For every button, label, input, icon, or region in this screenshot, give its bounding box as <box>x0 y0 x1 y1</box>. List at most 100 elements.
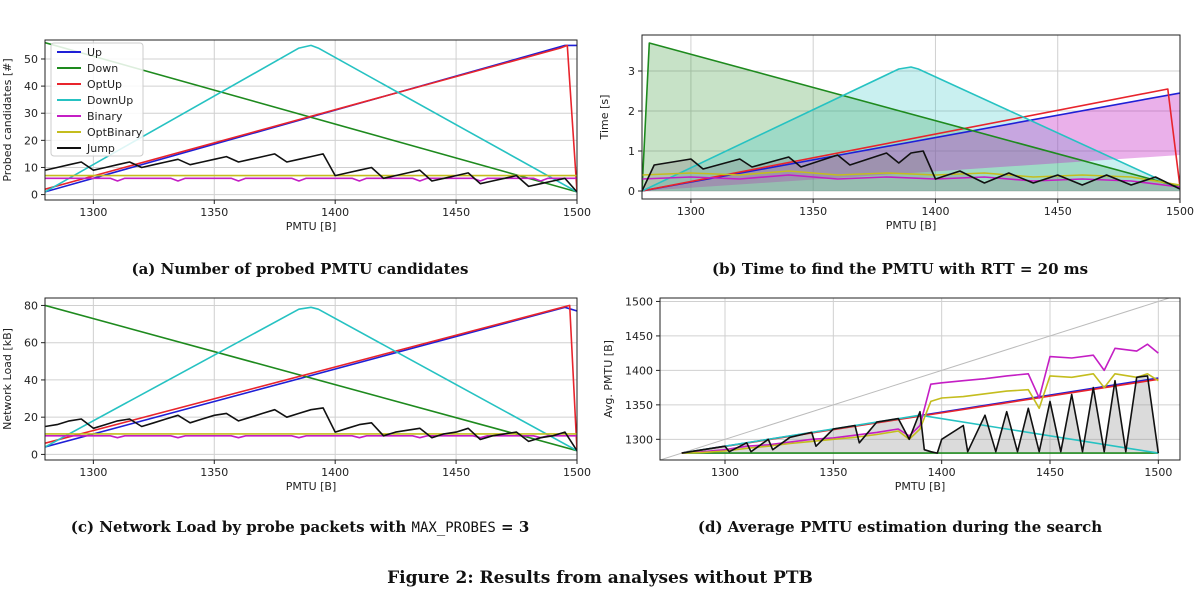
caption-c: (c) Network Load by probe packets with M… <box>0 518 600 536</box>
chart-c: 1300 1350 1400 1450 1500 0 20 40 60 80 PMTU [B] Net… <box>1 297 591 493</box>
series-binary-line <box>681 343 1159 454</box>
x-tick-label: 1400 <box>921 205 949 218</box>
legend: Up Down OptUp DownUp Binary OptBinary Jump <box>50 42 144 157</box>
x-tick-label: 1400 <box>321 206 349 219</box>
area-down <box>642 43 1180 191</box>
y-tick-label: 40 <box>24 80 38 93</box>
series-jump-line <box>642 150 1180 192</box>
plot-area-c <box>45 304 577 452</box>
series-binary-line <box>642 174 1180 188</box>
chart-d: 1300 1350 1400 1450 1500 1300 1350 1400 1450 1500… <box>602 295 1181 493</box>
series-optbinary-line <box>642 170 1180 186</box>
legend-label-jump: Jump <box>86 142 115 155</box>
y-tick-label: 20 <box>24 411 38 424</box>
x-tick-label: 1350 <box>819 466 847 479</box>
series-optup-line <box>642 88 1180 192</box>
y-tick-label: 60 <box>24 337 38 350</box>
y-tick-label: 2 <box>628 105 635 118</box>
y-tick-label: 1300 <box>625 433 653 446</box>
series-jump-line <box>45 407 577 452</box>
x-tick-label: 1400 <box>321 466 349 479</box>
series-down-line <box>45 304 577 452</box>
series-downup-line <box>642 66 1180 192</box>
y-axis-label: Network Load [kB] <box>1 328 14 430</box>
series-optup-line <box>45 44 577 192</box>
series-binary-line <box>45 177 577 182</box>
caption-b: (b) Time to find the PMTU with RTT = 20 … <box>711 260 1089 278</box>
series-downup-line <box>45 44 577 193</box>
y-tick-label: 40 <box>24 374 38 387</box>
x-tick-label: 1300 <box>677 205 705 218</box>
chart-b: 1300 1350 1400 1450 1500 0 1 2 3 PMTU [B] Time [s] <box>598 34 1194 232</box>
y-tick-label: 3 <box>628 65 635 78</box>
y-axis-label: Avg. PMTU [B] <box>602 340 615 418</box>
series-up-line <box>45 306 577 448</box>
y-tick-label: 0 <box>628 185 635 198</box>
axes-frame-d <box>659 297 1181 461</box>
axes-frame-c <box>44 297 578 461</box>
x-axis-label: PMTU [B] <box>895 480 946 493</box>
y-tick-label: 10 <box>24 161 38 174</box>
plot-area-b <box>642 42 1180 192</box>
x-tick-label: 1500 <box>563 466 591 479</box>
series-up-line <box>45 44 577 193</box>
plot-area-d <box>660 298 1171 460</box>
x-tick-label: 1500 <box>563 206 591 219</box>
legend-label-binary: Binary <box>87 110 123 123</box>
y-tick-label: 1500 <box>625 295 653 308</box>
series-jump-line <box>45 153 577 193</box>
y-tick-label: 50 <box>24 53 38 66</box>
x-tick-label: 1400 <box>928 466 956 479</box>
plot-area-a <box>45 41 577 193</box>
series-binary-line <box>45 435 577 439</box>
axes-frame-a <box>44 39 578 201</box>
y-axis-label: Time [s] <box>598 95 611 141</box>
x-tick-label: 1300 <box>79 466 107 479</box>
x-tick-label: 1450 <box>1044 205 1072 218</box>
y-tick-label: 1350 <box>625 399 653 412</box>
x-tick-label: 1350 <box>799 205 827 218</box>
y-tick-label: 0 <box>31 189 38 202</box>
x-tick-label: 1300 <box>79 206 107 219</box>
grid-d <box>660 298 1180 460</box>
x-tick-label: 1300 <box>711 466 739 479</box>
x-tick-label: 1500 <box>1144 466 1172 479</box>
grid-c <box>45 298 578 460</box>
y-axis-label: Probed candidates [#] <box>1 58 14 181</box>
x-tick-label: 1450 <box>442 206 470 219</box>
figure-caption: Figure 2: Results from analyses without … <box>387 568 813 588</box>
legend-label-optbinary: OptBinary <box>87 126 143 139</box>
legend-label-downup: DownUp <box>87 94 133 107</box>
y-tick-label: 80 <box>24 299 38 312</box>
caption-c-code: MAX_PROBES <box>411 520 496 536</box>
series-downup-line <box>45 306 577 452</box>
x-tick-label: 1450 <box>442 466 470 479</box>
series-jump-line <box>681 375 1160 454</box>
x-tick-label: 1350 <box>200 206 228 219</box>
x-tick-label: 1500 <box>1166 205 1194 218</box>
series-down-line <box>642 42 1180 192</box>
legend-box <box>50 42 144 157</box>
y-tick-label: 1400 <box>625 364 653 377</box>
y-tick-label: 20 <box>24 134 38 147</box>
x-tick-label: 1450 <box>1036 466 1064 479</box>
x-axis-label: PMTU [B] <box>286 220 337 233</box>
y-tick-label: 0 <box>31 448 38 461</box>
legend-label-down: Down <box>87 62 118 75</box>
caption-d: (d) Average PMTU estimation during the s… <box>697 518 1103 536</box>
legend-label-up: Up <box>87 46 102 59</box>
y-tick-label: 1450 <box>625 330 653 343</box>
axes-frame-b <box>641 34 1181 200</box>
legend-label-optup: OptUp <box>87 78 122 91</box>
y-tick-label: 1 <box>628 145 635 158</box>
caption-a: (a) Number of probed PMTU candidates <box>131 260 469 278</box>
y-tick-label: 30 <box>24 107 38 120</box>
series-reference-line <box>660 298 1171 460</box>
series-optup-line <box>45 304 577 451</box>
chart-a: 1300 1350 1400 1450 1500 0 10 20 30 40 50 PMTU [B] P… <box>1 39 591 233</box>
x-axis-label: PMTU [B] <box>886 219 937 232</box>
caption-c-prefix: (c) Network Load by probe packets with <box>70 518 412 536</box>
x-tick-label: 1350 <box>200 466 228 479</box>
caption-c-suffix: = 3 <box>495 518 530 536</box>
